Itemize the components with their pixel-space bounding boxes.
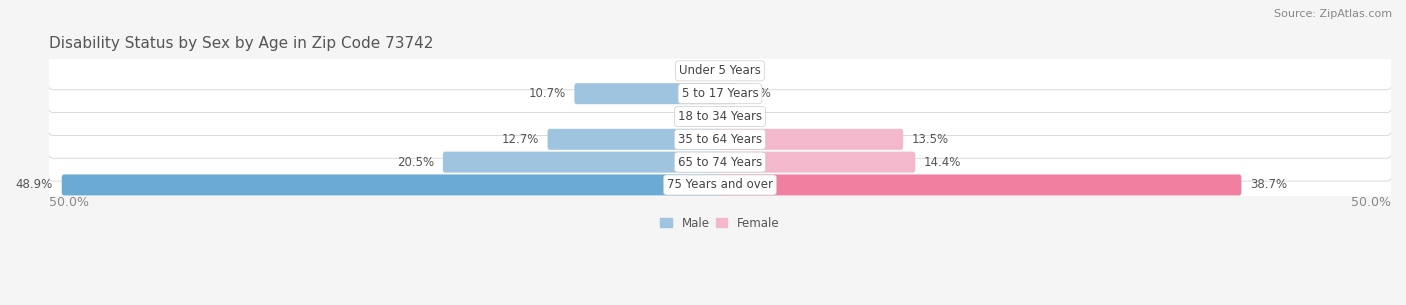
Text: 10.7%: 10.7% (529, 87, 565, 100)
Text: 12.7%: 12.7% (502, 133, 538, 146)
FancyBboxPatch shape (718, 83, 737, 104)
Text: Under 5 Years: Under 5 Years (679, 64, 761, 77)
Text: 0.0%: 0.0% (683, 110, 713, 123)
Text: 18 to 34 Years: 18 to 34 Years (678, 110, 762, 123)
Text: Source: ZipAtlas.com: Source: ZipAtlas.com (1274, 9, 1392, 19)
FancyBboxPatch shape (718, 129, 903, 150)
FancyBboxPatch shape (575, 83, 723, 104)
FancyBboxPatch shape (48, 75, 1392, 113)
FancyBboxPatch shape (48, 52, 1392, 90)
Text: 1.1%: 1.1% (741, 87, 772, 100)
Text: 50.0%: 50.0% (49, 196, 89, 209)
FancyBboxPatch shape (718, 174, 1241, 196)
Text: 35 to 64 Years: 35 to 64 Years (678, 133, 762, 146)
Text: 0.0%: 0.0% (683, 64, 713, 77)
Text: 50.0%: 50.0% (1351, 196, 1391, 209)
FancyBboxPatch shape (48, 98, 1392, 135)
Text: 5 to 17 Years: 5 to 17 Years (682, 87, 758, 100)
Text: 38.7%: 38.7% (1250, 178, 1288, 192)
Text: 20.5%: 20.5% (396, 156, 434, 169)
Text: 14.4%: 14.4% (924, 156, 962, 169)
Text: 0.0%: 0.0% (727, 110, 756, 123)
Text: 0.0%: 0.0% (727, 64, 756, 77)
Text: Disability Status by Sex by Age in Zip Code 73742: Disability Status by Sex by Age in Zip C… (49, 36, 433, 51)
FancyBboxPatch shape (48, 166, 1392, 204)
Legend: Male, Female: Male, Female (655, 212, 785, 234)
FancyBboxPatch shape (48, 143, 1392, 181)
FancyBboxPatch shape (718, 152, 915, 173)
Text: 65 to 74 Years: 65 to 74 Years (678, 156, 762, 169)
FancyBboxPatch shape (443, 152, 723, 173)
FancyBboxPatch shape (62, 174, 723, 196)
FancyBboxPatch shape (547, 129, 723, 150)
FancyBboxPatch shape (48, 120, 1392, 158)
Text: 48.9%: 48.9% (15, 178, 53, 192)
Text: 75 Years and over: 75 Years and over (666, 178, 773, 192)
Text: 13.5%: 13.5% (912, 133, 949, 146)
